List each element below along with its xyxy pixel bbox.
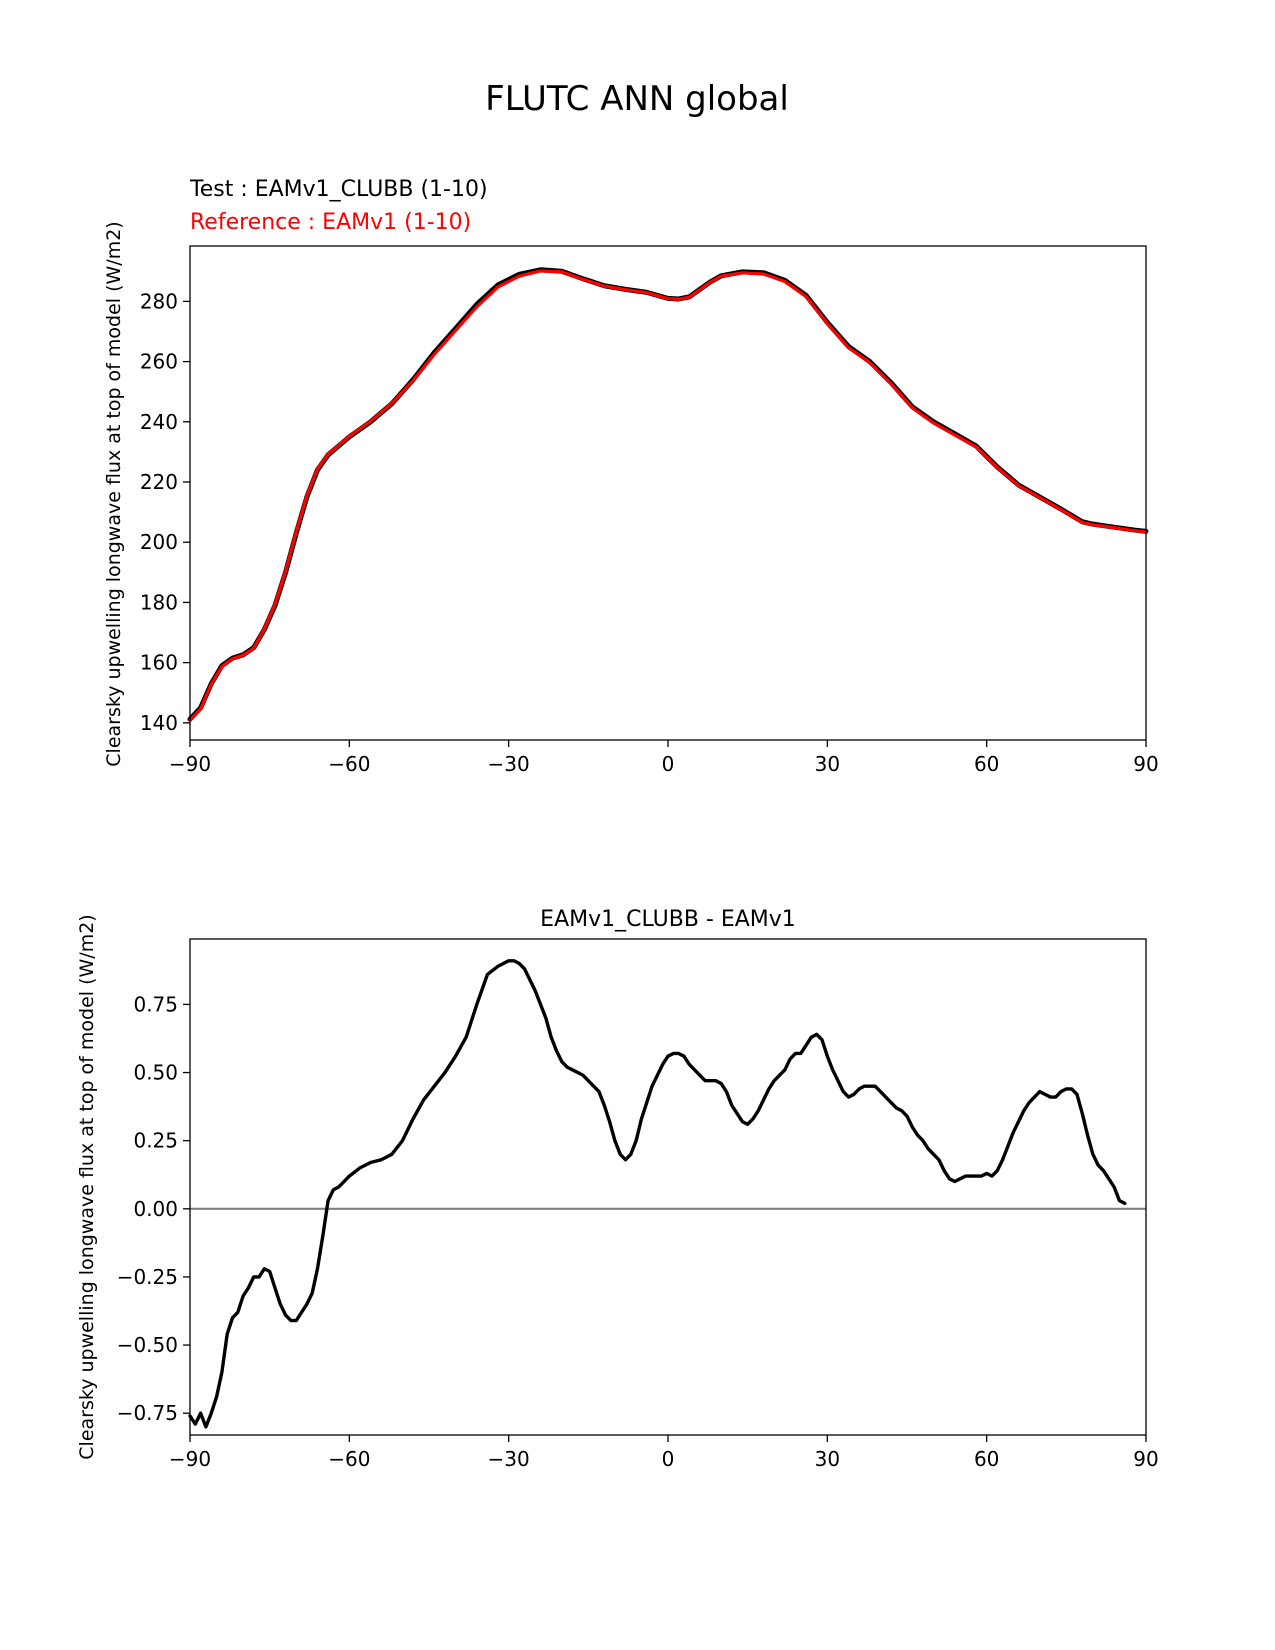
x-tick-label: 60 [974,752,999,776]
y-tick-label: 140 [140,711,178,735]
y-tick-label: 260 [140,350,178,374]
x-tick-label: −30 [488,1447,530,1471]
y-tick-label: 0.50 [133,1061,178,1085]
y-axis-label: Clearsky upwelling longwave flux at top … [103,221,125,766]
x-tick-label: −60 [328,1447,370,1471]
figure-title: FLUTC ANN global [485,79,789,119]
y-tick-label: 0.25 [133,1129,178,1153]
y-tick-label: 220 [140,470,178,494]
series-layer [187,267,1149,722]
x-ticks: −90 −60 −30 0 30 60 90 [169,1435,1159,1471]
reference-label: Reference : EAMv1 (1-10) [190,210,471,235]
x-tick-label: 30 [815,1447,840,1471]
x-tick-label: 90 [1133,752,1158,776]
x-tick-label: −90 [169,752,211,776]
x-tick-label: 0 [662,1447,675,1471]
x-tick-label: −30 [488,752,530,776]
y-tick-label: 0.00 [133,1197,178,1221]
y-tick-label: 280 [140,289,178,313]
y-tick-label: 160 [140,651,178,675]
y-ticks: 140 160 180 200 220 240 260 280 [140,289,190,735]
y-tick-label: 200 [140,530,178,554]
y-tick-label: 240 [140,410,178,434]
x-tick-label: 30 [815,752,840,776]
y-ticks: −0.75 −0.50 −0.25 0.00 0.25 0.50 0.75 [117,992,190,1425]
test-label: Test : EAMv1_CLUBB (1-10) [189,177,488,202]
y-tick-label: −0.50 [117,1333,178,1357]
y-tick-label: −0.25 [117,1265,178,1289]
x-ticks: −90 −60 −30 0 30 60 90 [169,740,1159,776]
x-tick-label: 60 [974,1447,999,1471]
series-line-eamv1-clubb [187,267,1149,722]
plot-frame [189,938,1147,1436]
top-panel: Test : EAMv1_CLUBB (1-10) Reference : EA… [103,177,1159,776]
bottom-panel: EAMv1_CLUBB - EAMv1 Clearsky upwelling l… [76,907,1159,1471]
x-tick-label: −60 [328,752,370,776]
plot-frame [189,245,1147,741]
x-tick-label: 90 [1133,1447,1158,1471]
y-tick-label: 180 [140,590,178,614]
series-layer [188,959,1146,1429]
y-tick-label: −0.75 [117,1401,178,1425]
y-tick-label: 0.75 [133,992,178,1016]
series-line-eamv1 [188,269,1148,722]
x-tick-label: 0 [662,752,675,776]
difference-title: EAMv1_CLUBB - EAMv1 [540,907,796,932]
y-axis-label: Clearsky upwelling longwave flux at top … [76,914,98,1459]
x-tick-label: −90 [169,1447,211,1471]
series-line-eamv1-clubb-eamv1 [188,959,1127,1429]
